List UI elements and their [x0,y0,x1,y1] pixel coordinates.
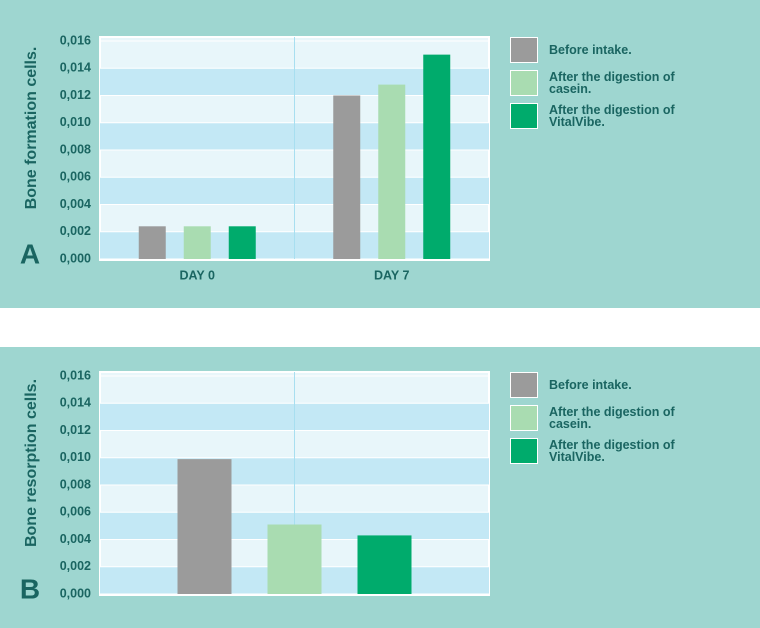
legend-label: After the digestion of casein. [549,405,675,431]
y-tick-label: 0,012 [60,423,91,437]
y-tick-label: 0,014 [60,61,91,75]
x-tick-label: DAY 7 [374,268,409,282]
y-tick-label: 0,006 [60,170,91,184]
legend-swatch [510,438,538,464]
bar [228,226,256,259]
legend-label: After the digestion of casein. [549,70,675,96]
separator [0,308,760,347]
y-tick-label: 0,008 [60,142,91,156]
y-tick-label: 0,004 [60,197,91,211]
y-tick-label: 0,000 [60,251,91,265]
legend-label: Before intake. [549,378,632,392]
y-tick-label: 0,008 [60,477,91,491]
bar [183,226,211,259]
legend-label: After the digestion of VitalVibe. [549,103,675,129]
y-axis-label: Bone resorption cells. [23,379,40,547]
y-tick-label: 0,014 [60,396,91,410]
legend-label: After the digestion of VitalVibe. [549,438,675,464]
legend-label: Before intake. [549,43,632,57]
panel-label: A [20,238,40,269]
bar [333,95,361,259]
bar [138,226,166,259]
bar [357,535,412,594]
y-axis-label: Bone formation cells. [23,47,40,210]
bar [177,459,232,594]
y-tick-label: 0,012 [60,88,91,102]
bar [423,54,451,259]
y-tick-label: 0,006 [60,505,91,519]
y-tick-label: 0,002 [60,224,91,238]
legend-swatch [510,37,538,63]
y-tick-label: 0,000 [60,586,91,600]
y-tick-label: 0,010 [60,450,91,464]
legend-swatch [510,70,538,96]
legend-swatch [510,405,538,431]
legend-swatch [510,372,538,398]
bar [267,524,322,594]
y-tick-label: 0,002 [60,559,91,573]
panel-label: B [20,573,40,604]
x-tick-label: DAY 0 [180,268,215,282]
legend-swatch [510,103,538,129]
y-tick-label: 0,016 [60,368,91,382]
y-tick-label: 0,016 [60,33,91,47]
y-tick-label: 0,010 [60,115,91,129]
bar [378,84,406,259]
y-tick-label: 0,004 [60,532,91,546]
